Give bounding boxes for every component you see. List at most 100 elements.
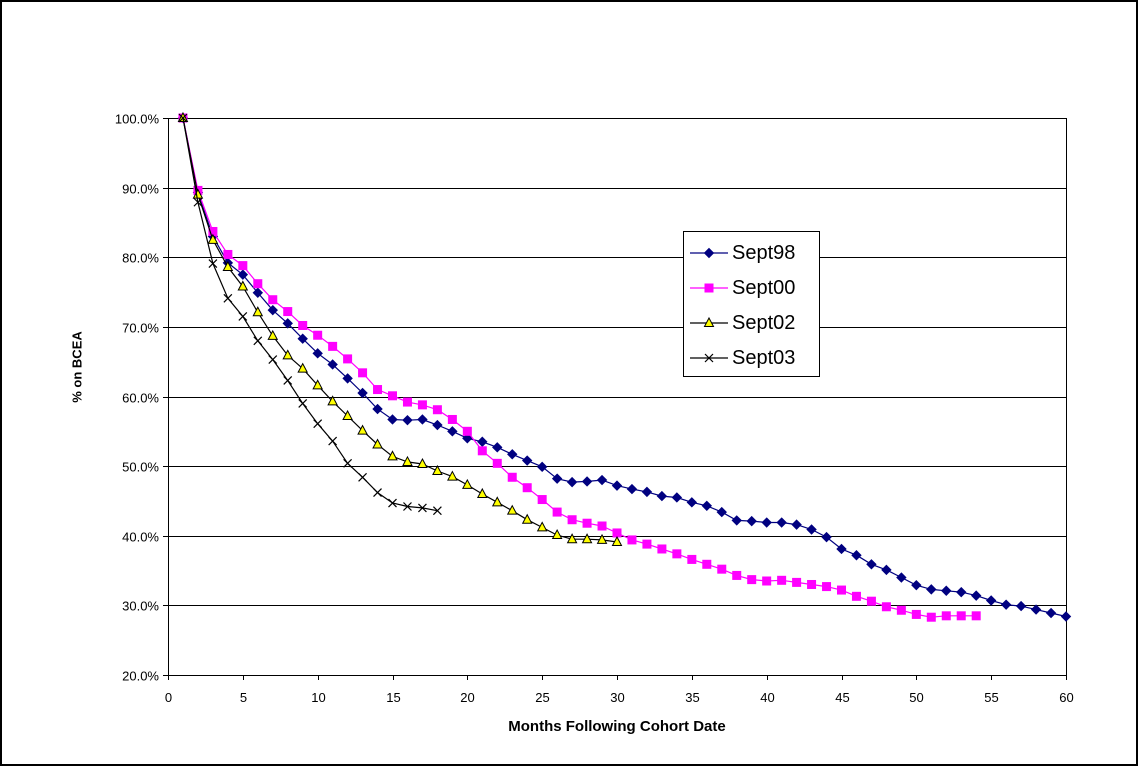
data-point-sept00 xyxy=(822,582,832,592)
legend-point xyxy=(704,353,714,363)
data-point-sept02 xyxy=(327,395,338,406)
legend-marker-sept02 xyxy=(690,316,728,327)
y-tick-label: 50.0% xyxy=(122,460,159,475)
data-point-sept02 xyxy=(566,533,578,544)
data-point-sept98 xyxy=(1000,599,1012,610)
legend-item-sept02: Sept02 xyxy=(688,306,818,340)
data-point-sept02 xyxy=(312,379,323,390)
series-sept00 xyxy=(178,113,981,622)
data-point-sept03 xyxy=(388,498,397,508)
data-point-sept00 xyxy=(432,405,442,415)
data-point-sept98 xyxy=(731,515,742,526)
data-point-sept02 xyxy=(237,280,249,291)
marker-x-stroke xyxy=(358,472,367,482)
data-point-sept00 xyxy=(328,341,338,351)
marker-x-stroke xyxy=(704,353,714,363)
data-point-sept00 xyxy=(582,518,592,528)
data-point-sept02 xyxy=(357,424,368,435)
legend-point xyxy=(704,283,714,293)
data-point-sept00 xyxy=(807,579,817,589)
data-point-sept02 xyxy=(611,535,623,547)
legend-item-sept03: Sept03 xyxy=(688,341,818,375)
x-tick-label: 45 xyxy=(835,690,849,705)
data-point-sept00 xyxy=(597,521,607,531)
data-point-sept03 xyxy=(403,502,412,511)
data-point-sept98 xyxy=(626,483,638,495)
marker-x-stroke xyxy=(178,113,188,123)
data-point-sept98 xyxy=(551,473,563,484)
data-point-sept03 xyxy=(373,488,382,498)
data-point-sept98 xyxy=(297,333,308,344)
marker-x-stroke xyxy=(388,498,397,508)
data-point-sept98 xyxy=(836,543,847,555)
y-tick-label: 40.0% xyxy=(122,530,159,545)
data-point-sept98 xyxy=(821,531,832,543)
data-point-sept98 xyxy=(641,486,653,498)
data-point-sept98 xyxy=(1045,607,1057,619)
data-point-sept00 xyxy=(881,602,891,612)
data-point-sept02 xyxy=(581,533,593,544)
data-point-sept98 xyxy=(701,500,713,512)
data-point-sept98 xyxy=(417,414,428,425)
data-point-sept98 xyxy=(956,586,967,598)
y-tick-label: 70.0% xyxy=(122,321,159,336)
data-point-sept02 xyxy=(432,464,443,475)
marker-x-stroke xyxy=(418,503,427,513)
x-tick-label: 0 xyxy=(165,690,172,705)
data-point-sept98 xyxy=(866,559,877,570)
data-point-sept00 xyxy=(447,414,457,424)
data-point-sept00 xyxy=(462,426,472,436)
marker-x-stroke xyxy=(193,197,203,207)
marker-x-stroke xyxy=(283,376,293,385)
data-point-sept00 xyxy=(507,472,517,482)
x-tick-label: 55 xyxy=(984,690,998,705)
marker-x-stroke xyxy=(238,312,248,321)
data-point-sept03 xyxy=(178,113,188,123)
data-point-sept00 xyxy=(477,446,487,456)
data-point-sept02 xyxy=(447,470,458,481)
data-point-sept98 xyxy=(656,490,668,502)
data-point-sept02 xyxy=(521,513,533,524)
x-tick-label: 5 xyxy=(240,690,247,705)
data-point-sept03 xyxy=(208,259,218,268)
data-point-sept98 xyxy=(282,318,293,329)
data-point-sept98 xyxy=(267,304,278,316)
legend-marker-sept98 xyxy=(690,247,728,259)
data-point-sept98 xyxy=(462,433,473,444)
y-axis-label: % on BCEA xyxy=(69,331,85,403)
data-point-sept98 xyxy=(536,461,548,473)
series-line-sept98 xyxy=(182,117,1067,618)
data-point-sept98 xyxy=(521,455,533,466)
data-point-sept98 xyxy=(985,595,997,606)
data-point-sept00 xyxy=(971,611,981,621)
data-point-sept98 xyxy=(911,579,922,591)
series-sept03 xyxy=(178,113,442,516)
marker-x-stroke xyxy=(403,502,412,511)
chart-legend: Sept98 Sept00 Sept02 Sept03 xyxy=(683,231,820,377)
data-point-sept00 xyxy=(642,539,652,549)
data-point-sept00 xyxy=(567,515,577,525)
legend-label-sept03: Sept03 xyxy=(732,347,796,369)
data-point-sept98 xyxy=(1015,600,1027,612)
data-point-sept98 xyxy=(761,517,772,528)
data-point-sept98 xyxy=(252,287,264,298)
data-point-sept00 xyxy=(911,609,921,619)
legend-marker-sept03 xyxy=(690,353,728,363)
data-point-sept03 xyxy=(358,472,367,482)
data-point-sept00 xyxy=(552,507,562,517)
data-point-sept02 xyxy=(462,478,473,489)
x-tick-label: 60 xyxy=(1059,690,1073,705)
data-point-sept02 xyxy=(222,260,234,271)
data-point-sept00 xyxy=(851,591,861,601)
data-point-sept98 xyxy=(806,524,817,535)
series-sept02 xyxy=(177,111,623,547)
y-tick-label: 100.0% xyxy=(115,112,160,127)
data-point-sept00 xyxy=(792,577,802,587)
x-tick-label: 10 xyxy=(311,690,325,705)
marker-x-stroke xyxy=(313,419,323,429)
data-point-sept00 xyxy=(702,559,712,569)
data-point-sept98 xyxy=(387,414,398,425)
data-point-sept00 xyxy=(896,605,906,615)
